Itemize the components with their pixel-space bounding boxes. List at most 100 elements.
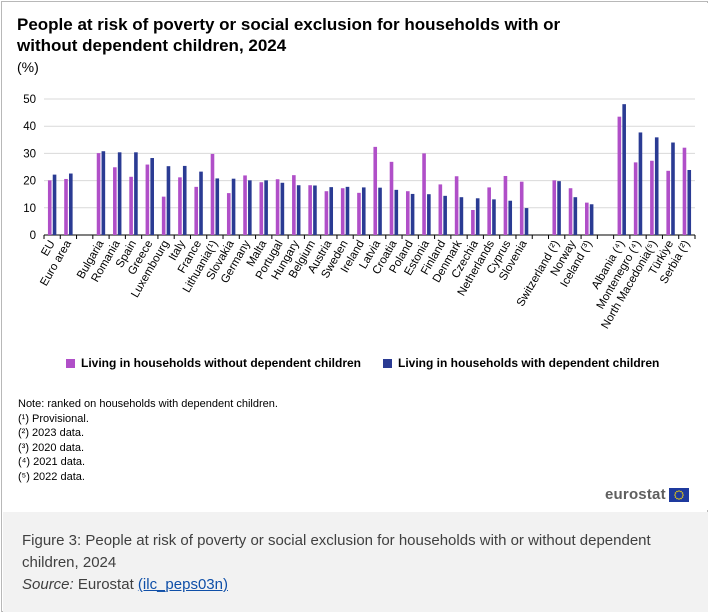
figure-caption: Figure 3: People at risk of poverty or s… (22, 532, 651, 571)
bar-without-children (454, 176, 459, 235)
source-label: Source: (22, 576, 74, 593)
eu-flag-icon (668, 487, 689, 502)
bar-with-children (638, 132, 643, 235)
bar-without-children (389, 161, 394, 235)
bar-without-children (161, 196, 166, 235)
note-line: Note: ranked on households with dependen… (18, 398, 278, 410)
bar-with-children (329, 187, 334, 235)
legend-swatch-without-children (66, 358, 75, 368)
legend: Living in households without dependent c… (66, 356, 659, 370)
bar-with-children (589, 204, 594, 235)
bar-with-children (459, 197, 464, 235)
bar-with-children (475, 198, 480, 235)
bar-with-children (622, 104, 626, 235)
bar-without-children (519, 181, 524, 235)
y-tick-label: 20 (23, 176, 36, 188)
bar-without-children (650, 160, 654, 235)
bar-without-children (64, 178, 68, 235)
bar-with-children (134, 152, 138, 235)
bar-without-children (308, 185, 312, 235)
note-line: (⁵) 2022 data. (18, 470, 85, 483)
y-tick-label: 50 (23, 94, 36, 106)
bar-without-children (585, 202, 589, 235)
bar-without-children (145, 164, 150, 235)
caption-area: Figure 3: People at risk of poverty or s… (3, 512, 708, 612)
bar-without-children (568, 188, 573, 235)
bar-with-children (117, 152, 122, 235)
bar-without-children (503, 175, 508, 235)
y-tick-label: 10 (23, 203, 36, 215)
note-line: (⁴) 2021 data. (18, 456, 86, 468)
bar-without-children (226, 193, 231, 235)
bar-with-children (345, 186, 350, 235)
bar-with-children (280, 182, 285, 235)
bar-without-children (552, 180, 557, 235)
bar-with-children (394, 189, 399, 235)
chart-title: People at risk of poverty or social excl… (17, 15, 561, 55)
bar-without-children (243, 175, 247, 235)
bar-with-children (101, 151, 106, 235)
bar-without-children (194, 186, 199, 235)
note-line: (¹) Provisional. (18, 412, 89, 425)
bar-without-children (405, 191, 410, 235)
bar-without-children (292, 175, 296, 235)
bar-with-children (508, 200, 513, 235)
bar-without-children (487, 187, 491, 235)
bar-with-children (313, 185, 317, 235)
legend-label-with-children: Living in households with dependent chil… (398, 356, 660, 370)
bar-with-children (264, 180, 268, 235)
bar-without-children (438, 184, 443, 235)
source-link[interactable]: (ilc_peps03n) (137, 576, 228, 593)
notes: Note: ranked on households with dependen… (18, 397, 278, 484)
bar-with-children (231, 178, 236, 235)
bar-with-children (361, 187, 366, 235)
bar-with-children (166, 166, 171, 235)
bar-with-children (687, 169, 692, 235)
logo-text: eurostat (605, 486, 666, 503)
bar-without-children (471, 209, 475, 235)
bar-without-children (357, 192, 361, 235)
y-tick-label: 30 (23, 148, 36, 160)
unit-label: (%) (17, 59, 39, 75)
source-line: Source: Eurostat (ilc_peps03n) (22, 576, 228, 593)
bar-without-children (666, 170, 670, 235)
bar-without-children (210, 153, 215, 235)
legend-item-with-children: Living in households with dependent chil… (383, 356, 659, 370)
bar-with-children (557, 181, 561, 235)
y-tick-label: 40 (23, 121, 36, 133)
chart-panel: People at risk of poverty or social excl… (3, 3, 708, 510)
bar-with-children (492, 199, 496, 235)
source-text: Eurostat (77, 576, 134, 593)
bar-with-children (248, 180, 252, 235)
bar-with-children (443, 195, 447, 235)
note-line: (²) 2023 data. (18, 427, 85, 439)
bar-without-children (129, 176, 133, 235)
bar-without-children (633, 162, 638, 235)
legend-item-without-children: Living in households without dependent c… (66, 356, 361, 370)
bar-with-children (427, 194, 431, 235)
bar-with-children (296, 185, 301, 235)
bar-with-children (150, 158, 154, 235)
bar-with-children (182, 165, 187, 235)
bar-with-children (199, 171, 203, 235)
y-tick-label: 0 (30, 230, 36, 242)
bar-with-children (215, 178, 220, 235)
bar-without-children (96, 153, 101, 235)
bar-without-children (113, 167, 117, 235)
bar-without-children (178, 177, 182, 235)
legend-label-without-children: Living in households without dependent c… (81, 356, 361, 370)
bar-with-children (69, 173, 73, 235)
bar-without-children (617, 116, 622, 235)
bar-without-children (47, 180, 52, 235)
bar-with-children (671, 142, 675, 235)
legend-swatch-with-children (383, 358, 392, 368)
bar-without-children (682, 147, 687, 235)
bar-with-children (524, 208, 529, 235)
bar-with-children (654, 137, 659, 235)
eurostat-logo: eurostat (605, 486, 689, 503)
bar-with-children (378, 187, 382, 235)
bar-without-children (324, 191, 329, 235)
bar-without-children (340, 188, 345, 235)
